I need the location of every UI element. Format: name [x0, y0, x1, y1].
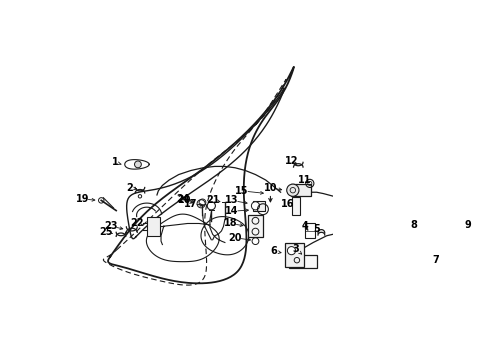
Bar: [291, 184, 310, 196]
Text: 11: 11: [298, 175, 311, 185]
Text: 12: 12: [284, 156, 298, 166]
Circle shape: [286, 184, 298, 196]
Text: 20: 20: [228, 233, 242, 243]
Text: 18: 18: [223, 219, 237, 229]
Text: 9: 9: [464, 220, 470, 230]
Bar: [147, 217, 160, 236]
Text: 23: 23: [104, 221, 117, 231]
Text: 17: 17: [184, 199, 197, 209]
Text: 3: 3: [292, 244, 299, 254]
Text: 14: 14: [224, 206, 238, 216]
Text: 7: 7: [431, 255, 438, 265]
Text: 19: 19: [75, 194, 89, 204]
Text: 5: 5: [313, 224, 319, 234]
Bar: [305, 224, 314, 238]
Bar: [252, 201, 264, 211]
Text: 6: 6: [270, 246, 277, 256]
Text: 20: 20: [177, 195, 190, 206]
Text: 1: 1: [111, 157, 118, 167]
Polygon shape: [124, 159, 149, 169]
Text: 24: 24: [176, 194, 189, 204]
Bar: [291, 197, 300, 215]
Text: 8: 8: [409, 220, 416, 230]
Circle shape: [287, 247, 295, 255]
Text: 10: 10: [263, 183, 277, 193]
Bar: [284, 243, 303, 267]
Text: 16: 16: [280, 199, 294, 209]
Bar: [247, 215, 263, 237]
Text: 15: 15: [235, 186, 248, 196]
Text: 13: 13: [224, 195, 238, 206]
Text: 22: 22: [129, 219, 143, 229]
Circle shape: [251, 202, 259, 210]
Text: 25: 25: [99, 227, 113, 237]
Circle shape: [134, 161, 141, 168]
Bar: [288, 255, 317, 268]
Text: 21: 21: [206, 195, 220, 206]
Text: 2: 2: [126, 183, 133, 193]
Text: 4: 4: [301, 221, 308, 231]
